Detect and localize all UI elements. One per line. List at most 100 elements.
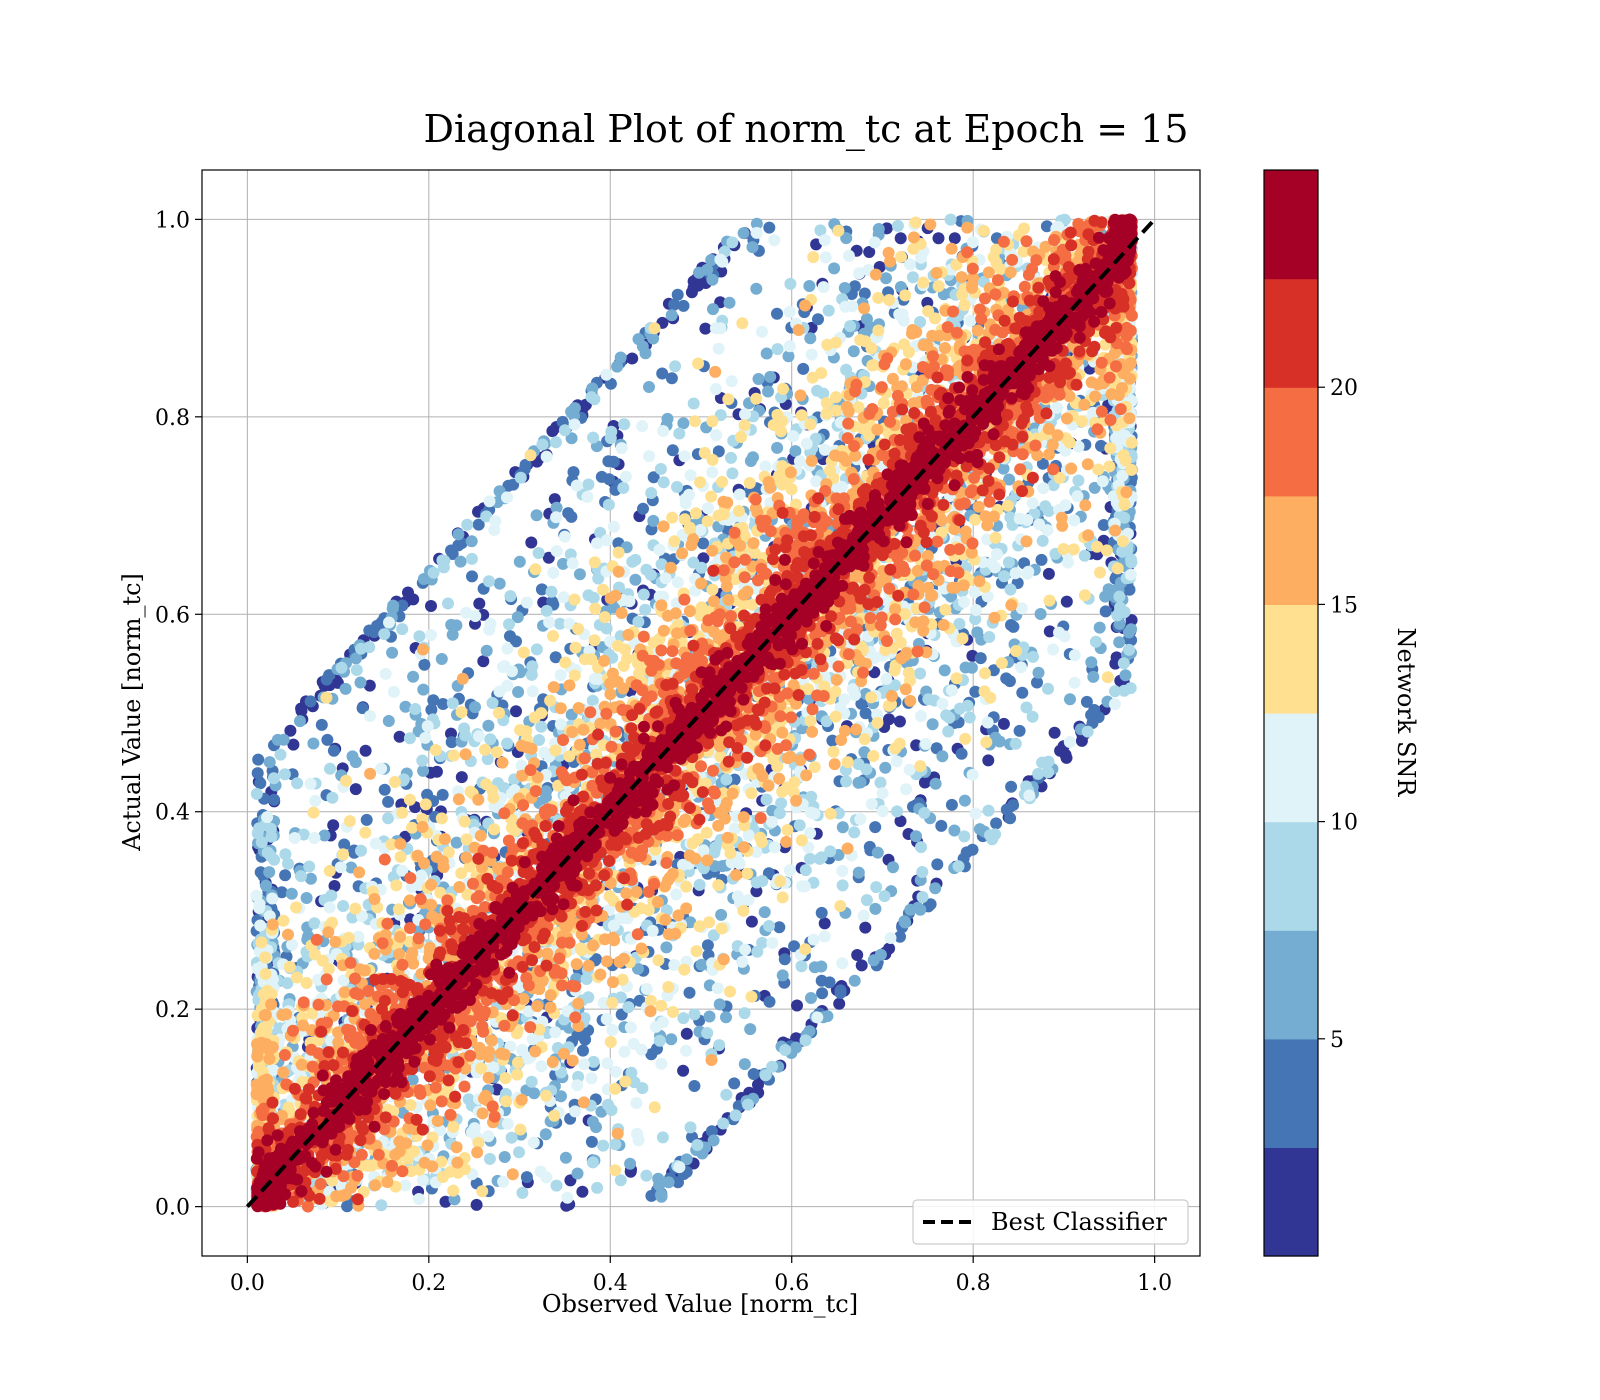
scatter-point (855, 697, 868, 710)
scatter-point (378, 628, 391, 641)
scatter-point (771, 307, 783, 320)
scatter-point (795, 960, 808, 973)
scatter-point (382, 795, 395, 808)
scatter-point (852, 776, 865, 789)
scatter-point (1043, 625, 1056, 638)
scatter-point (637, 588, 650, 601)
scatter-point (1118, 684, 1131, 697)
scatter-point (877, 397, 890, 410)
scatter-point (938, 664, 951, 677)
scatter-point (472, 518, 485, 531)
scatter-point (445, 736, 458, 749)
scatter-point (482, 719, 495, 732)
scatter-point (295, 870, 307, 883)
scatter-point (798, 880, 811, 893)
scatter-point (701, 939, 714, 952)
scatter-point (684, 1121, 697, 1134)
scatter-point (274, 748, 287, 761)
scatter-point (745, 915, 758, 928)
scatter-point (1059, 499, 1072, 512)
scatter-point (254, 866, 267, 879)
scatter-point (561, 1191, 574, 1204)
scatter-point (271, 733, 284, 746)
scatter-point (588, 672, 601, 685)
scatter-point (517, 646, 530, 659)
scatter-point (1032, 666, 1045, 679)
scatter-point (703, 1010, 716, 1023)
scatter-point (335, 661, 348, 674)
scatter-point (738, 1007, 751, 1020)
scatter-point (1013, 512, 1026, 525)
scatter-point (1032, 767, 1045, 780)
scatter-point (1125, 614, 1138, 627)
scatter-point (800, 437, 813, 450)
scatter-point (804, 806, 817, 819)
scatter-point (1034, 608, 1047, 620)
scatter-point (655, 1188, 668, 1201)
scatter-point (867, 954, 880, 967)
scatter-point (969, 685, 982, 698)
scatter-point (916, 891, 929, 903)
scatter-point (1089, 635, 1102, 648)
scatter-point (1004, 812, 1017, 825)
scatter-point (1027, 650, 1039, 663)
scatter-point (900, 783, 913, 796)
scatter-point (254, 919, 267, 932)
scatter-point (510, 705, 522, 718)
scatter-point (1113, 590, 1126, 603)
scatter-point (766, 816, 778, 828)
scatter-point (437, 698, 449, 710)
scatter-point (836, 957, 849, 970)
scatter-point (914, 667, 927, 680)
scatter-point (712, 342, 725, 355)
scatter-points (250, 213, 1138, 1213)
scatter-point (581, 490, 594, 503)
scatter-point (918, 807, 931, 819)
scatter-point (442, 597, 454, 610)
scatter-point (513, 1146, 525, 1159)
scatter-point (462, 1093, 475, 1106)
scatter-point (958, 830, 971, 843)
scatter-point (354, 676, 367, 689)
scatter-point (720, 1011, 732, 1024)
scatter-point (1023, 789, 1036, 802)
scatter-point (491, 1083, 503, 1096)
scatter-point (567, 466, 580, 479)
scatter-point (710, 429, 723, 442)
scatter-point (666, 444, 679, 457)
scatter-point (602, 1098, 614, 1111)
scatter-point (1035, 553, 1048, 566)
scatter-point (763, 920, 775, 932)
scatter-point (309, 794, 322, 807)
scatter-point (439, 1195, 452, 1208)
scatter-point (961, 699, 974, 712)
scatter-point (369, 837, 382, 850)
scatter-point (609, 1065, 622, 1078)
scatter-point (804, 715, 817, 727)
scatter-point (253, 822, 266, 835)
scatter-point (904, 903, 917, 916)
scatter-point (427, 566, 440, 579)
scatter-point (516, 1186, 529, 1199)
scatter-point (906, 271, 919, 284)
scatter-point (526, 685, 539, 698)
scatter-point (600, 1013, 613, 1026)
scatter-point (477, 655, 490, 668)
scatter-point (759, 460, 772, 473)
scatter-point (323, 901, 336, 914)
scatter-point (884, 932, 897, 944)
scatter-point (891, 219, 904, 232)
scatter-point (715, 908, 728, 921)
scatter-point (871, 846, 884, 859)
scatter-point (1114, 601, 1127, 614)
scatter-point (530, 509, 543, 522)
scatter-point (545, 585, 558, 598)
scatter-point (279, 848, 292, 861)
scatter-point (982, 754, 995, 767)
scatter-point (804, 332, 817, 345)
scatter-point (263, 866, 276, 879)
scatter-point (349, 902, 362, 915)
scatter-point (570, 479, 583, 492)
scatter-point (632, 1134, 645, 1147)
